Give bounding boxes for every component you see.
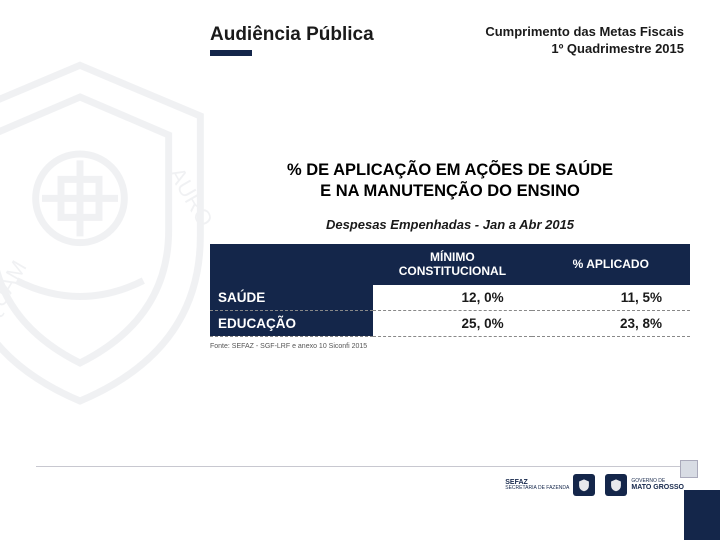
source-note: Fonte: SEFAZ - SGF-LRF e anexo 10 Siconf…	[210, 343, 690, 350]
crest-icon	[605, 474, 627, 496]
watermark-crest: USQUAM AURO	[0, 40, 240, 420]
logo-mt-name: MATO GROSSO	[631, 484, 684, 491]
footer: SEFAZ SECRETARIA DE FAZENDA GOVERNO DE M…	[0, 474, 720, 518]
logo-sefaz-sub: SECRETARIA DE FAZENDA	[505, 486, 569, 491]
header-right: Cumprimento das Metas Fiscais 1º Quadrim…	[485, 24, 684, 74]
table-header-empty	[210, 244, 373, 285]
header-underline	[210, 50, 252, 56]
svg-text:USQUAM: USQUAM	[0, 256, 32, 353]
row-label-educacao: EDUCAÇÃO	[210, 310, 373, 336]
data-table: MÍNIMO CONSTITUCIONAL % APLICADO SAÚDE 1…	[210, 244, 690, 337]
table-header-aplicado: % APLICADO	[532, 244, 690, 285]
footer-divider	[36, 466, 684, 467]
scroll-indicator	[680, 460, 698, 478]
cell-educ-aplicado: 23, 8%	[532, 310, 690, 336]
table-header-row: MÍNIMO CONSTITUCIONAL % APLICADO	[210, 244, 690, 285]
header-right-line2: 1º Quadrimestre 2015	[485, 41, 684, 58]
subtitle: Despesas Empenhadas - Jan a Abr 2015	[210, 217, 690, 232]
main-title-line1: % DE APLICAÇÃO EM AÇÕES DE SAÚDE	[287, 161, 613, 179]
footer-accent-bar	[684, 490, 720, 540]
table-header-min: MÍNIMO CONSTITUCIONAL	[373, 244, 531, 285]
content-area: % DE APLICAÇÃO EM AÇÕES DE SAÚDE E NA MA…	[210, 160, 690, 350]
footer-logos: SEFAZ SECRETARIA DE FAZENDA GOVERNO DE M…	[505, 474, 684, 496]
header-left: Audiência Pública	[210, 24, 374, 74]
table-row: SAÚDE 12, 0% 11, 5%	[210, 285, 690, 311]
row-label-saude: SAÚDE	[210, 285, 373, 311]
crest-icon	[573, 474, 595, 496]
slide-header: Audiência Pública Cumprimento das Metas …	[0, 24, 720, 74]
logo-sefaz: SEFAZ SECRETARIA DE FAZENDA	[505, 474, 595, 496]
cell-saude-min: 12, 0%	[373, 285, 531, 311]
cell-educ-min: 25, 0%	[373, 310, 531, 336]
logo-matogrosso: GOVERNO DE MATO GROSSO	[605, 474, 684, 496]
header-title: Audiência Pública	[210, 24, 374, 46]
header-right-line1: Cumprimento das Metas Fiscais	[485, 24, 684, 41]
main-title-line2: E NA MANUTENÇÃO DO ENSINO	[320, 182, 580, 200]
table-row: EDUCAÇÃO 25, 0% 23, 8%	[210, 310, 690, 336]
main-title: % DE APLICAÇÃO EM AÇÕES DE SAÚDE E NA MA…	[210, 160, 690, 203]
cell-saude-aplicado: 11, 5%	[532, 285, 690, 311]
